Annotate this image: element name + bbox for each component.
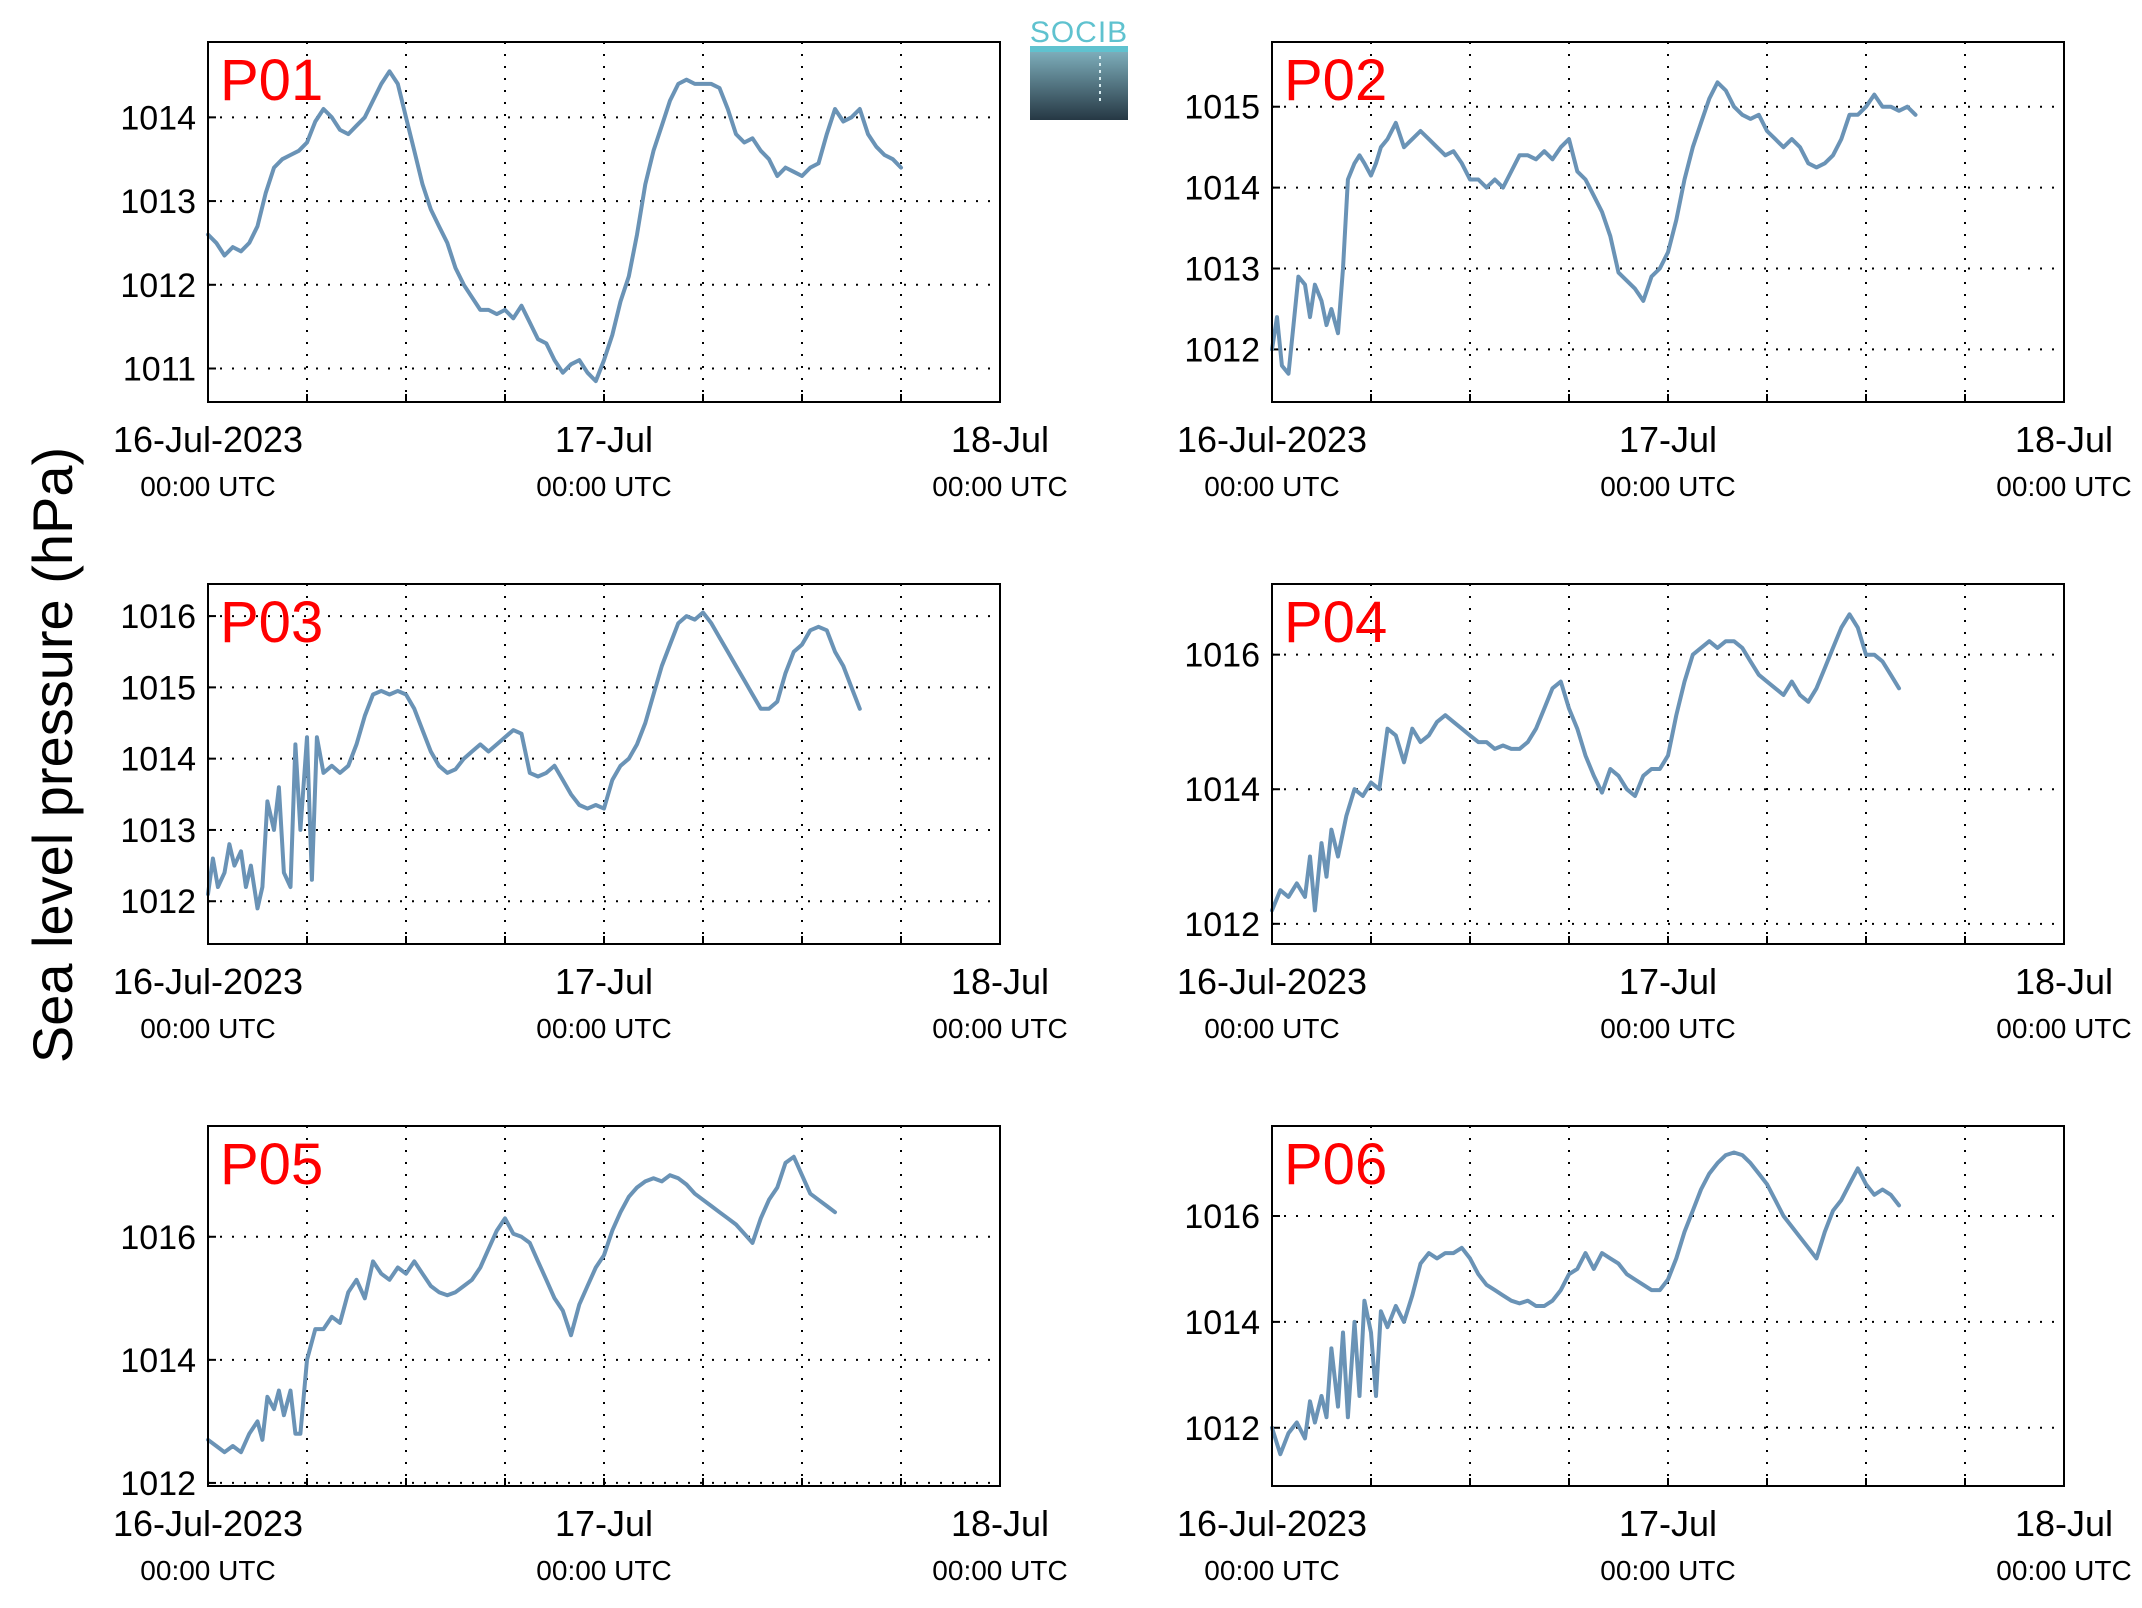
logo-block — [1030, 50, 1128, 120]
panel-p05: 1012 1014 1016 16-Jul-2023 00:00 UTC 17-Jul 00… — [113, 1125, 1068, 1586]
logo-band — [1030, 46, 1128, 52]
series-line-p01 — [206, 69, 903, 384]
y-tick-label: 1011 — [123, 351, 196, 389]
panel-label: P05 — [220, 1132, 323, 1197]
x-tick-label-date: 17-Jul — [555, 961, 653, 1002]
panel-label: P03 — [220, 590, 323, 655]
panel-label: P06 — [1284, 1132, 1387, 1197]
panel-p03: 1012 1013 1014 1015 1016 16-Jul-2023 00:00 UTC… — [113, 583, 1068, 1044]
y-tick-label: 1012 — [120, 267, 196, 305]
panel-p01: 1011 1012 1013 1014 16-Jul-2023 00:00 UTC 17-J… — [113, 41, 1068, 502]
series-line-p03 — [206, 610, 862, 911]
y-tick-label: 1014 — [120, 1342, 196, 1380]
y-tick-label: 1015 — [120, 669, 196, 707]
panel-p04: 1012 1014 1016 16-Jul-2023 00:00 UTC 17-Jul 00… — [1177, 583, 2132, 1044]
x-tick-label-date: 17-Jul — [1619, 419, 1717, 460]
x-tick-label-date: 18-Jul — [951, 961, 1049, 1002]
panel-p02: 1012 1013 1014 1015 16-Jul-2023 00:00 UTC 17-J… — [1177, 41, 2132, 502]
x-tick-label-time: 00:00 UTC — [1600, 471, 1735, 502]
y-tick-label: 1014 — [1184, 771, 1260, 809]
y-tick-label: 1012 — [1184, 331, 1260, 369]
x-tick-label-time: 00:00 UTC — [536, 1013, 671, 1044]
y-tick-label: 1013 — [120, 183, 196, 221]
x-tick-label-date: 17-Jul — [1619, 1503, 1717, 1544]
series-line-p02 — [1270, 80, 1918, 376]
x-tick-label-date: 18-Jul — [2015, 419, 2113, 460]
logo-text: SOCIB — [1030, 16, 1128, 49]
x-tick-label-date: 18-Jul — [2015, 961, 2113, 1002]
y-tick-label: 1013 — [1184, 251, 1260, 289]
x-tick-label-time: 00:00 UTC — [1996, 471, 2131, 502]
x-tick-label-date: 18-Jul — [2015, 1503, 2113, 1544]
x-tick-label-date: 18-Jul — [951, 419, 1049, 460]
x-tick-label-date: 18-Jul — [951, 1503, 1049, 1544]
y-tick-label: 1016 — [120, 598, 196, 636]
axes-frame — [207, 583, 1001, 945]
series-line-p05 — [206, 1154, 837, 1455]
x-tick-label-date: 17-Jul — [555, 419, 653, 460]
x-tick-label-time: 00:00 UTC — [1204, 1013, 1339, 1044]
series-line-p04 — [1270, 612, 1901, 913]
x-tick-label-time: 00:00 UTC — [932, 1555, 1067, 1586]
x-tick-label-date: 17-Jul — [1619, 961, 1717, 1002]
y-tick-label: 1014 — [120, 741, 196, 779]
figure-ylabel: Sea level pressure (hPa) — [21, 447, 84, 1063]
x-tick-label-date: 16-Jul-2023 — [113, 961, 303, 1002]
y-tick-label: 1012 — [120, 883, 196, 921]
y-tick-label: 1012 — [1184, 1410, 1260, 1448]
y-tick-label: 1016 — [1184, 1198, 1260, 1236]
series-line-p06 — [1270, 1150, 1901, 1457]
x-tick-label-time: 00:00 UTC — [1600, 1013, 1735, 1044]
x-tick-label-time: 00:00 UTC — [932, 1013, 1067, 1044]
y-tick-label: 1013 — [120, 812, 196, 850]
x-tick-label-date: 16-Jul-2023 — [1177, 419, 1367, 460]
axes-frame — [1271, 41, 2065, 403]
axes-frame — [1271, 583, 2065, 945]
x-tick-label-time: 00:00 UTC — [536, 1555, 671, 1586]
y-tick-label: 1014 — [120, 99, 196, 137]
socib-logo: SOCIB — [1030, 16, 1128, 120]
x-tick-label-date: 16-Jul-2023 — [113, 419, 303, 460]
y-tick-label: 1012 — [120, 1465, 196, 1503]
x-tick-label-time: 00:00 UTC — [1204, 471, 1339, 502]
x-tick-label-time: 00:00 UTC — [1996, 1013, 2131, 1044]
panel-p06: 1012 1014 1016 16-Jul-2023 00:00 UTC 17-Jul 00… — [1177, 1125, 2132, 1586]
x-tick-label-date: 16-Jul-2023 — [113, 1503, 303, 1544]
x-tick-label-time: 00:00 UTC — [140, 1555, 275, 1586]
panel-label: P04 — [1284, 590, 1387, 655]
y-tick-label: 1014 — [1184, 170, 1260, 208]
x-tick-label-time: 00:00 UTC — [932, 471, 1067, 502]
x-tick-label-time: 00:00 UTC — [536, 471, 671, 502]
x-tick-label-date: 17-Jul — [555, 1503, 653, 1544]
x-tick-label-time: 00:00 UTC — [140, 1013, 275, 1044]
axes-frame — [1271, 1125, 2065, 1487]
x-tick-label-time: 00:00 UTC — [1996, 1555, 2131, 1586]
y-tick-label: 1015 — [1184, 89, 1260, 127]
y-tick-label: 1016 — [1184, 637, 1260, 675]
axes-frame — [207, 41, 1001, 403]
chart-panels: 1011 1012 1013 1014 16-Jul-2023 00:00 UTC 17-J… — [113, 41, 2132, 1586]
panel-label: P02 — [1284, 48, 1387, 113]
x-tick-label-time: 00:00 UTC — [140, 471, 275, 502]
axes-frame — [207, 1125, 1001, 1487]
y-tick-label: 1016 — [120, 1219, 196, 1257]
y-tick-label: 1012 — [1184, 906, 1260, 944]
x-tick-label-date: 16-Jul-2023 — [1177, 961, 1367, 1002]
x-tick-label-time: 00:00 UTC — [1600, 1555, 1735, 1586]
x-tick-label-date: 16-Jul-2023 — [1177, 1503, 1367, 1544]
x-tick-label-time: 00:00 UTC — [1204, 1555, 1339, 1586]
y-tick-label: 1014 — [1184, 1304, 1260, 1342]
panel-label: P01 — [220, 48, 323, 113]
